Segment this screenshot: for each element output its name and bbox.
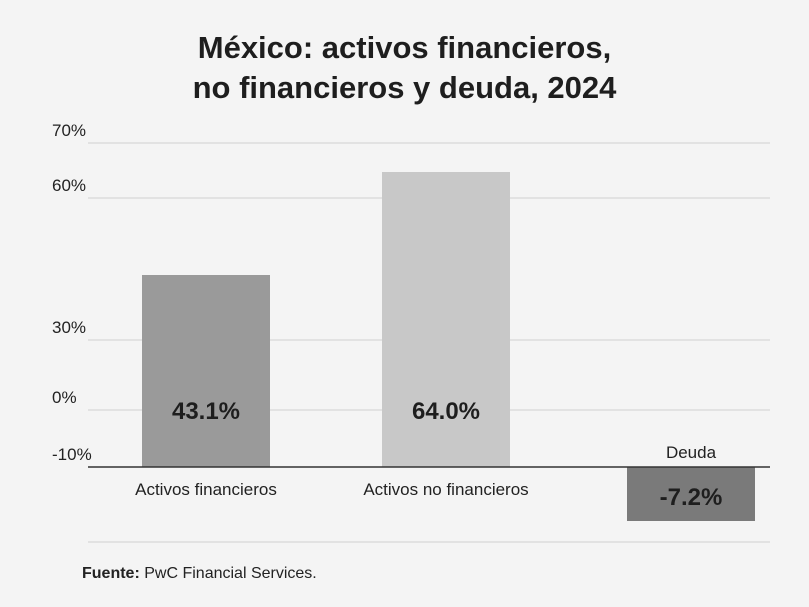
y-tick-label: 30% <box>52 318 86 337</box>
data-label: -7.2% <box>660 484 723 511</box>
data-label: 43.1% <box>172 398 240 425</box>
bar <box>627 467 755 521</box>
source-note: Fuente: PwC Financial Services. <box>82 565 317 583</box>
source-label: Fuente: <box>82 565 140 582</box>
y-tick-label: 0% <box>52 388 77 407</box>
source-text: PwC Financial Services. <box>144 565 317 582</box>
y-tick-label: 70% <box>52 121 86 140</box>
chart-title-line-1: México: activos financieros, <box>197 30 612 65</box>
bar <box>142 275 270 467</box>
category-label: Activos financieros <box>135 480 277 499</box>
bar <box>382 172 510 467</box>
chart-title: México: activos financieros, no financie… <box>0 28 809 108</box>
y-tick-label: -10% <box>52 445 92 464</box>
category-label: Activos no financieros <box>363 480 528 499</box>
y-tick-label: 60% <box>52 176 86 195</box>
category-label: Deuda <box>666 443 717 462</box>
data-label: 64.0% <box>412 398 480 425</box>
chart-title-line-2: no financieros y deuda, 2024 <box>192 70 617 105</box>
